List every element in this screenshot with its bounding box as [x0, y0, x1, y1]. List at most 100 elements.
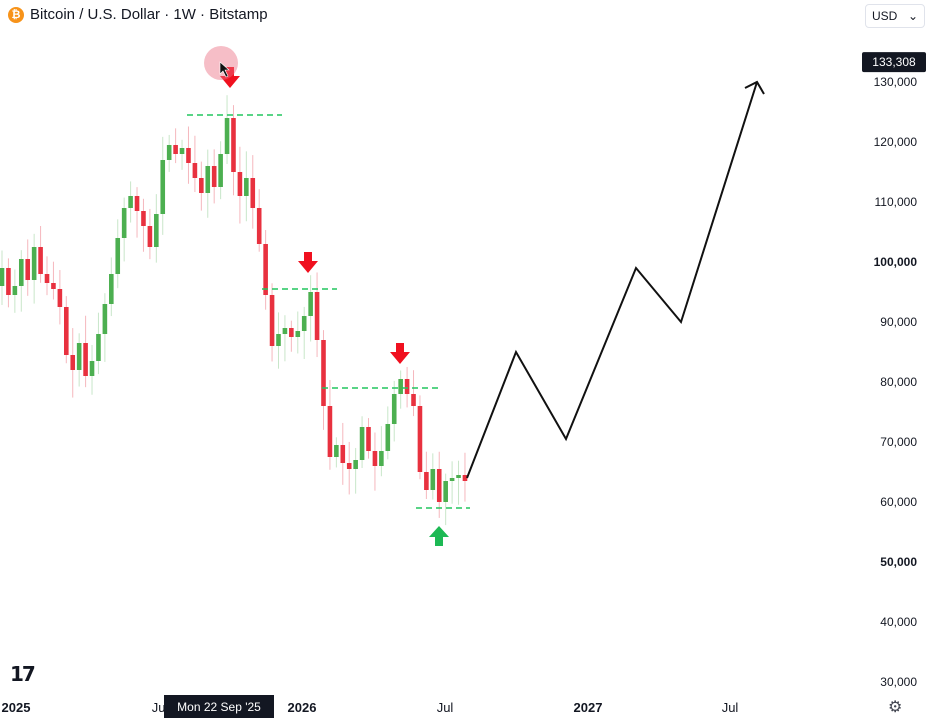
candle-body[interactable]	[141, 211, 146, 226]
candle-body[interactable]	[173, 145, 178, 154]
candle-body[interactable]	[199, 178, 204, 193]
candle-body[interactable]	[314, 292, 320, 340]
y-tick-label: 100,000	[874, 255, 918, 269]
candle-body[interactable]	[301, 316, 307, 331]
candle-body[interactable]	[340, 445, 346, 463]
x-tick-label: 2026	[288, 700, 317, 715]
candle-body[interactable]	[160, 160, 166, 214]
y-tick-label: 80,000	[880, 375, 917, 389]
y-tick-label: 110,000	[875, 195, 918, 209]
candle-body[interactable]	[0, 268, 5, 286]
y-tick-label: 70,000	[880, 435, 917, 449]
candle-body[interactable]	[282, 328, 288, 334]
candle-body[interactable]	[147, 226, 153, 247]
y-tick-label: 40,000	[880, 615, 917, 629]
candle-body[interactable]	[96, 334, 101, 361]
candle-body[interactable]	[44, 274, 50, 283]
candle-body[interactable]	[430, 469, 436, 490]
candle-body[interactable]	[179, 148, 185, 154]
candle-body[interactable]	[276, 334, 281, 346]
candle-body[interactable]	[411, 394, 416, 406]
chart-header: ₿ Bitcoin / U.S. Dollar · 1W · Bitstamp	[8, 6, 268, 23]
y-tick-label: 60,000	[880, 495, 917, 509]
candle-body[interactable]	[391, 394, 397, 424]
candle-body[interactable]	[269, 295, 275, 346]
candle-body[interactable]	[359, 427, 365, 460]
candle-body[interactable]	[308, 292, 313, 316]
y-tick-label: 120,000	[874, 135, 918, 149]
candle-body[interactable]	[83, 343, 88, 376]
candle-body[interactable]	[398, 379, 403, 394]
candle-body[interactable]	[379, 451, 384, 466]
symbol-title[interactable]: Bitcoin / U.S. Dollar · 1W · Bitstamp	[30, 6, 268, 23]
candle-body[interactable]	[211, 166, 217, 187]
candle-body[interactable]	[154, 214, 159, 247]
candle-body[interactable]	[51, 283, 56, 289]
candle-body[interactable]	[205, 166, 211, 193]
candle-body[interactable]	[89, 361, 95, 376]
candle-body[interactable]	[424, 472, 429, 490]
y-tick-label: 90,000	[880, 315, 917, 329]
candle-body[interactable]	[353, 460, 358, 469]
candle-body[interactable]	[224, 118, 230, 154]
x-tick-label: 2025	[2, 700, 31, 715]
candle-body[interactable]	[462, 475, 468, 481]
candle-body[interactable]	[64, 307, 69, 355]
candle-body[interactable]	[256, 208, 262, 244]
candle-body[interactable]	[250, 178, 256, 208]
sell-arrow-icon	[220, 67, 240, 88]
candle-body[interactable]	[18, 259, 24, 286]
candle-body[interactable]	[456, 475, 461, 478]
x-tick-label: Jul	[437, 700, 454, 715]
candle-body[interactable]	[295, 331, 301, 337]
candle-body[interactable]	[38, 247, 43, 274]
candle-body[interactable]	[121, 208, 127, 238]
tradingview-logo-icon[interactable]: 17	[10, 662, 36, 686]
candle-body[interactable]	[57, 289, 63, 307]
candle-body[interactable]	[115, 238, 121, 274]
candle-body[interactable]	[289, 328, 294, 337]
crosshair-date-badge	[164, 695, 274, 718]
candle-body[interactable]	[25, 259, 31, 280]
candle-body[interactable]	[166, 145, 172, 160]
gear-icon[interactable]: ⚙	[888, 699, 903, 716]
y-tick-label: 130,000	[874, 75, 918, 89]
candle-body[interactable]	[12, 286, 18, 295]
candle-body[interactable]	[372, 451, 378, 466]
candle-body[interactable]	[109, 274, 114, 304]
candle-body[interactable]	[443, 481, 448, 502]
candle-body[interactable]	[263, 244, 268, 295]
bitcoin-icon: ₿	[8, 6, 24, 23]
projection-path-line	[466, 81, 758, 479]
candle-body[interactable]	[6, 268, 11, 295]
candle-body[interactable]	[70, 355, 76, 370]
candle-body[interactable]	[218, 154, 223, 187]
candle-body[interactable]	[128, 196, 133, 208]
candle-body[interactable]	[385, 424, 391, 451]
candle-body[interactable]	[186, 148, 191, 163]
candle-body[interactable]	[449, 478, 455, 481]
candle-body[interactable]	[346, 463, 352, 469]
y-tick-label: 50,000	[880, 555, 917, 569]
candle-body[interactable]	[102, 304, 108, 334]
candle-body[interactable]	[366, 427, 371, 451]
projection-arrowhead	[744, 80, 765, 95]
currency-selector[interactable]: USD ⌄	[865, 4, 925, 28]
candle-body[interactable]	[192, 163, 198, 178]
candle-body[interactable]	[76, 343, 82, 370]
candle-body[interactable]	[231, 118, 236, 172]
x-tick-label: Jul	[722, 700, 739, 715]
candle-body[interactable]	[404, 379, 410, 394]
candle-body[interactable]	[327, 406, 333, 457]
sell-arrow-icon	[390, 343, 410, 364]
candle-body[interactable]	[334, 445, 339, 457]
candle-body[interactable]	[237, 172, 243, 196]
candle-body[interactable]	[31, 247, 37, 280]
candle-body[interactable]	[134, 196, 140, 211]
candle-body[interactable]	[417, 406, 423, 472]
cursor-pointer-icon	[219, 61, 230, 78]
candle-body[interactable]	[436, 469, 442, 502]
candle-body[interactable]	[244, 178, 249, 196]
candle-body[interactable]	[321, 340, 326, 406]
